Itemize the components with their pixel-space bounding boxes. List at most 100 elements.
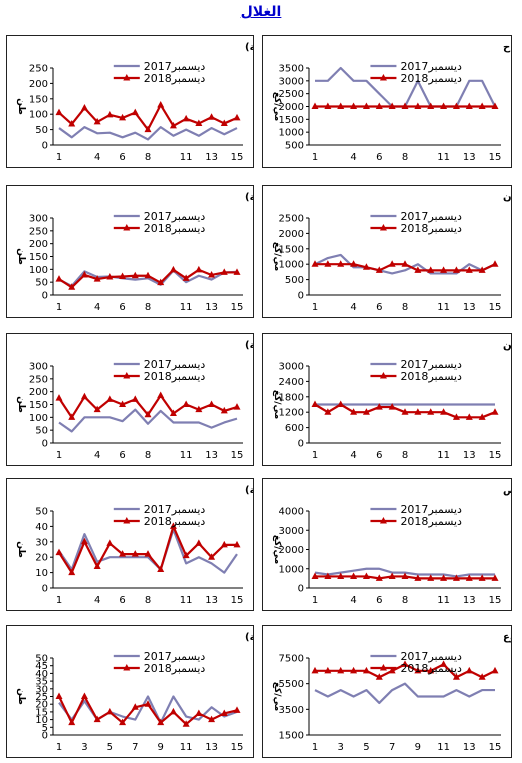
- data-point-2018: [350, 572, 358, 579]
- data-point-2018: [350, 408, 358, 415]
- chart-panel-price-dates: تطور الأسعار- دقلة فروع 1500 3500 5500 7500 1…: [262, 625, 512, 758]
- x-tick-label: 11: [437, 302, 450, 313]
- x-tick-label: 11: [180, 595, 193, 606]
- legend-entry: ديسمبر2018: [400, 515, 462, 528]
- series-line-2018: [58, 525, 237, 574]
- y-tick-label: 20: [35, 553, 48, 564]
- x-tick-label: 1: [312, 595, 318, 606]
- x-tick-label: 15: [489, 595, 502, 606]
- y-tick-label: 0: [42, 141, 48, 152]
- data-point-2018: [465, 413, 473, 420]
- x-tick-label: 15: [231, 450, 244, 461]
- y-tick-label: 3500: [279, 64, 304, 75]
- legend-marker: [123, 74, 131, 81]
- data-point-2018: [208, 400, 216, 407]
- chart-svg-supply-dates: تطور التزويد- دقلة فروع (الكمية)05101520…: [16, 632, 253, 753]
- data-point-2018: [182, 720, 190, 727]
- data-point-2018: [233, 268, 241, 275]
- data-point-2018: [119, 550, 127, 557]
- x-tick-label: 15: [489, 302, 502, 313]
- data-point-2018: [93, 715, 101, 723]
- legend-entry: ديسمبر2018: [144, 515, 206, 528]
- x-tick-label: 6: [376, 450, 382, 461]
- data-point-2018: [144, 125, 152, 133]
- y-tick-label: 2400: [279, 377, 304, 388]
- data-point-2018: [208, 270, 216, 278]
- x-tick-label: 1: [312, 302, 318, 313]
- data-point-2018: [55, 692, 63, 699]
- data-point-2018: [388, 666, 396, 674]
- legend-entry: ديسمبر2017: [400, 358, 462, 371]
- data-point-2018: [324, 572, 332, 579]
- x-tick-label: 7: [132, 742, 138, 753]
- chart-panel-price-kaki: تطور الأسعار- القارص 0 1000 2000 3000 4000 1 4 6…: [262, 478, 512, 611]
- data-point-2018: [350, 102, 358, 109]
- data-point-2018: [491, 666, 499, 674]
- data-point-2018: [491, 574, 499, 581]
- data-point-2018: [182, 274, 190, 281]
- x-tick-label: 9: [415, 742, 421, 753]
- x-tick-label: 8: [402, 595, 408, 606]
- x-tick-label: 13: [463, 595, 476, 606]
- data-point-2018: [68, 718, 76, 726]
- legend-entry: ديسمبر2017: [400, 60, 462, 73]
- series-line-2017: [58, 126, 238, 141]
- data-point-2018: [401, 660, 409, 667]
- data-point-2018: [362, 263, 370, 270]
- legend-entry: ديسمبر2018: [144, 370, 206, 383]
- y-tick-label: 200: [29, 239, 48, 250]
- data-point-2018: [80, 392, 88, 400]
- legend-entry: ديسمبر2018: [144, 662, 206, 675]
- data-point-2018: [80, 692, 88, 699]
- y-tick-label: 600: [285, 423, 304, 434]
- x-tick-label: 15: [489, 450, 502, 461]
- legend-marker: [123, 517, 131, 524]
- data-point-2018: [362, 666, 370, 674]
- chart-title: تطور الأسعار- دقلة فروع: [503, 630, 511, 643]
- data-point-2018: [93, 562, 101, 569]
- data-point-2018: [337, 400, 345, 407]
- y-axis-label: مي/كغ: [272, 390, 282, 419]
- y-tick-label: 150: [29, 252, 48, 263]
- data-point-2018: [337, 102, 345, 109]
- data-point-2018: [350, 260, 358, 267]
- data-point-2018: [119, 718, 127, 726]
- data-point-2018: [144, 271, 152, 279]
- data-point-2018: [144, 410, 152, 418]
- data-point-2018: [478, 102, 486, 109]
- legend-entry: ديسمبر2017: [400, 210, 462, 223]
- y-tick-label: 100: [29, 413, 48, 424]
- y-axis-label: مي/كغ: [272, 535, 282, 564]
- data-point-2018: [195, 539, 203, 546]
- y-tick-label: 40: [35, 669, 48, 680]
- y-tick-label: 1200: [279, 408, 304, 419]
- data-point-2018: [427, 102, 435, 109]
- x-tick-label: 5: [107, 742, 113, 753]
- x-tick-label: 8: [145, 450, 151, 461]
- data-point-2018: [119, 272, 127, 280]
- y-tick-label: 200: [29, 387, 48, 398]
- y-tick-label: 4000: [279, 507, 304, 518]
- x-tick-label: 5: [363, 742, 369, 753]
- data-point-2018: [208, 715, 216, 723]
- data-point-2018: [106, 395, 114, 402]
- y-tick-label: 0: [42, 584, 48, 595]
- data-point-2018: [401, 572, 409, 579]
- x-tick-label: 3: [338, 742, 344, 753]
- y-tick-label: 1000: [279, 128, 304, 139]
- legend-entry: ديسمبر2017: [144, 210, 206, 223]
- legend-marker: [123, 664, 131, 671]
- data-point-2018: [375, 673, 383, 680]
- y-tick-label: 35: [35, 677, 48, 688]
- data-point-2018: [452, 673, 460, 680]
- legend-entry: ديسمبر2018: [400, 222, 462, 235]
- legend-entry: ديسمبر2018: [400, 370, 462, 383]
- data-point-2018: [414, 102, 422, 109]
- x-tick-label: 15: [231, 152, 244, 163]
- data-point-2018: [131, 395, 139, 402]
- y-tick-label: 2500: [279, 214, 304, 225]
- chart-svg-price-dates: تطور الأسعار- دقلة فروع 1500 3500 5500 7500 1…: [272, 630, 511, 753]
- x-tick-label: 8: [145, 152, 151, 163]
- chart-title: تطور الأسعار- برتقال طمسون: [503, 190, 511, 203]
- data-point-2018: [311, 572, 319, 579]
